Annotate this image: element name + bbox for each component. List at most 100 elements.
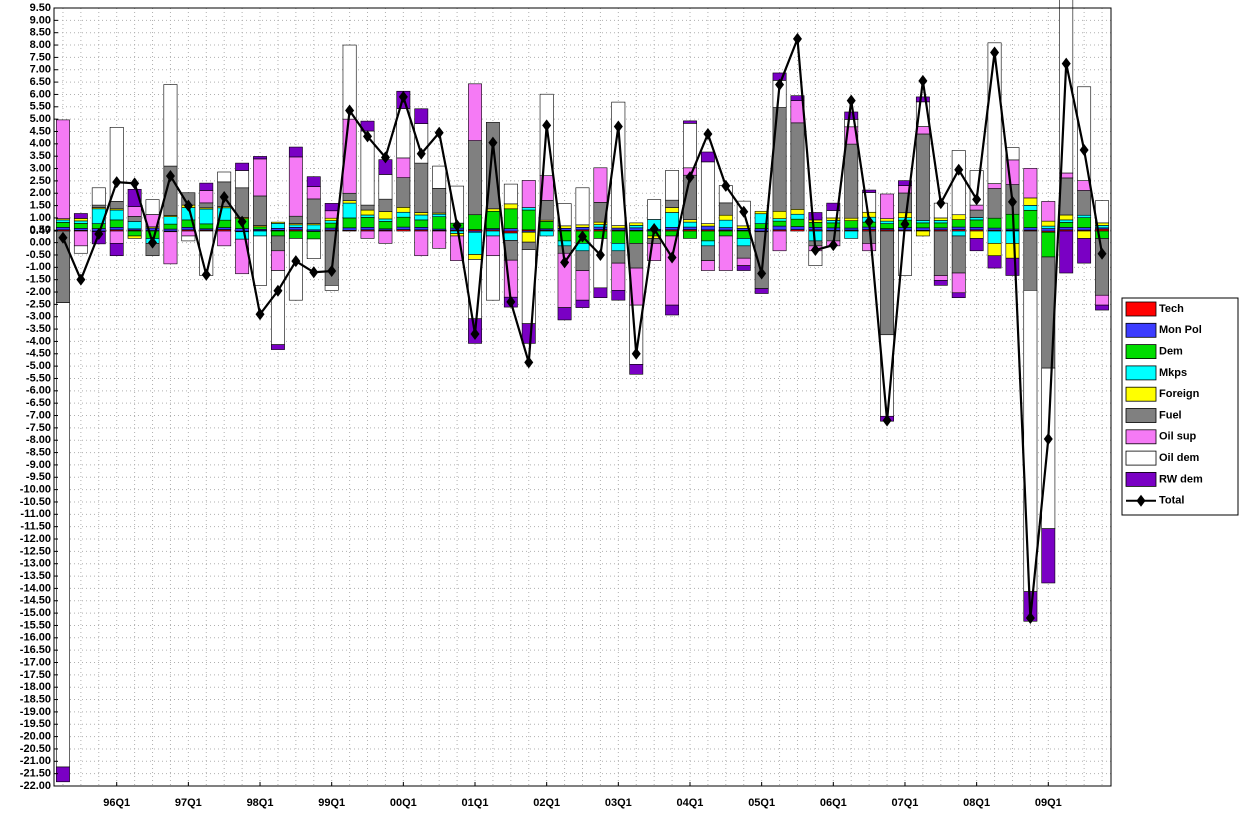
- bar-segment: [485, 208, 500, 212]
- y-tick-label: 0.50: [30, 224, 51, 236]
- bar-segment: [826, 217, 841, 221]
- x-tick-label: 06Q1: [820, 797, 847, 809]
- bar-segment: [73, 245, 88, 254]
- bar-segment: [485, 235, 500, 257]
- total-marker: [954, 163, 964, 176]
- bar-segment: [253, 195, 267, 226]
- y-tick-label: -12.50: [20, 545, 51, 557]
- bar-segment: [557, 240, 572, 247]
- bar-segment: [1023, 167, 1038, 199]
- bar-segment: [235, 187, 250, 218]
- legend-swatch: [1125, 344, 1157, 360]
- bar-segment: [665, 304, 680, 316]
- legend-swatch: [1125, 408, 1157, 423]
- bar-segment: [969, 204, 984, 211]
- bar-segment: [987, 230, 1002, 244]
- total-marker: [792, 32, 802, 45]
- x-tick-label: 00Q1: [390, 797, 417, 809]
- total-marker: [882, 414, 892, 427]
- total-marker: [810, 244, 820, 257]
- bar-segment: [539, 200, 554, 221]
- total-marker: [775, 78, 785, 91]
- bar-segment: [378, 218, 393, 222]
- bar-segment: [432, 216, 447, 230]
- bar-segment: [898, 192, 912, 214]
- bar-segment: [235, 162, 250, 171]
- bar-segment: [271, 223, 285, 229]
- x-tick-label: 99Q1: [318, 797, 345, 809]
- bar-segment: [73, 218, 88, 222]
- total-marker: [578, 230, 587, 243]
- total-marker: [1007, 195, 1017, 208]
- y-tick-label: -4.00: [26, 335, 51, 347]
- legend-label: Dem: [1159, 346, 1183, 358]
- bar-segment: [163, 84, 178, 167]
- y-tick-label: -1.50: [26, 274, 51, 286]
- total-marker: [595, 248, 605, 261]
- bar-segment: [521, 241, 536, 250]
- bar-segment: [683, 120, 697, 124]
- y-tick-label: 8.50: [30, 27, 51, 39]
- total-marker: [1061, 57, 1071, 70]
- bar-segment: [736, 265, 751, 271]
- bar-segment: [414, 214, 429, 221]
- bar-segment: [396, 211, 411, 218]
- legend-swatch: [1125, 301, 1157, 317]
- bar-segment: [772, 225, 787, 231]
- y-tick-label: -6.00: [26, 385, 51, 397]
- bar-segment: [969, 217, 984, 221]
- bar-segment: [235, 170, 250, 189]
- bar-segment: [253, 158, 267, 197]
- bar-segment: [73, 230, 88, 247]
- bar-segment: [951, 214, 966, 220]
- bar-segment: [145, 199, 160, 215]
- y-tick-label: -15.00: [20, 607, 51, 619]
- total-marker: [148, 236, 158, 249]
- plot-frame: [53, 7, 1112, 787]
- bar-segment: [414, 230, 429, 257]
- bar-segment: [933, 275, 948, 281]
- bar-segment: [271, 344, 285, 350]
- bar-segment: [414, 162, 429, 213]
- bar-segment: [235, 231, 250, 240]
- bar-segment: [378, 174, 393, 200]
- bar-segment: [629, 227, 644, 231]
- bar-segment: [468, 231, 482, 255]
- bar-segment: [199, 202, 214, 209]
- bar-segment: [1023, 205, 1038, 211]
- bar-segment: [969, 238, 984, 252]
- bar-segment: [790, 208, 805, 215]
- bar-segment: [396, 177, 411, 208]
- bar-segment: [790, 122, 805, 210]
- bar-segment: [933, 220, 948, 224]
- bar-segment: [288, 238, 303, 301]
- bar-segment: [1023, 197, 1038, 206]
- total-marker: [1025, 612, 1035, 625]
- legend-label: Oil dem: [1159, 452, 1200, 464]
- bar-segment: [629, 225, 644, 229]
- bar-segment: [933, 222, 948, 229]
- x-tick-label: 03Q1: [605, 797, 632, 809]
- y-tick-label: -3.00: [26, 311, 51, 323]
- total-marker: [864, 215, 874, 228]
- bar-segment: [718, 202, 733, 216]
- total-marker: [58, 231, 68, 244]
- bar-segment: [432, 213, 447, 218]
- bar-segment: [718, 230, 733, 237]
- bar-segment: [844, 230, 859, 239]
- legend-swatch: [1125, 429, 1157, 445]
- total-marker: [846, 94, 856, 107]
- bar-segment: [342, 192, 357, 201]
- bar-segment: [414, 227, 429, 231]
- bar-segment: [647, 238, 662, 244]
- y-tick-label: 0.47: [30, 225, 51, 237]
- bar-segment: [503, 228, 518, 232]
- bar-segment: [1023, 290, 1038, 592]
- legend-label: Mon Pol: [1159, 324, 1202, 336]
- bar-segment: [521, 209, 536, 231]
- legend-swatch: [1125, 386, 1157, 402]
- bar-segment: [700, 161, 715, 224]
- y-tick-label: -18.50: [20, 693, 51, 705]
- total-marker: [470, 328, 480, 341]
- bar-segment: [665, 207, 680, 213]
